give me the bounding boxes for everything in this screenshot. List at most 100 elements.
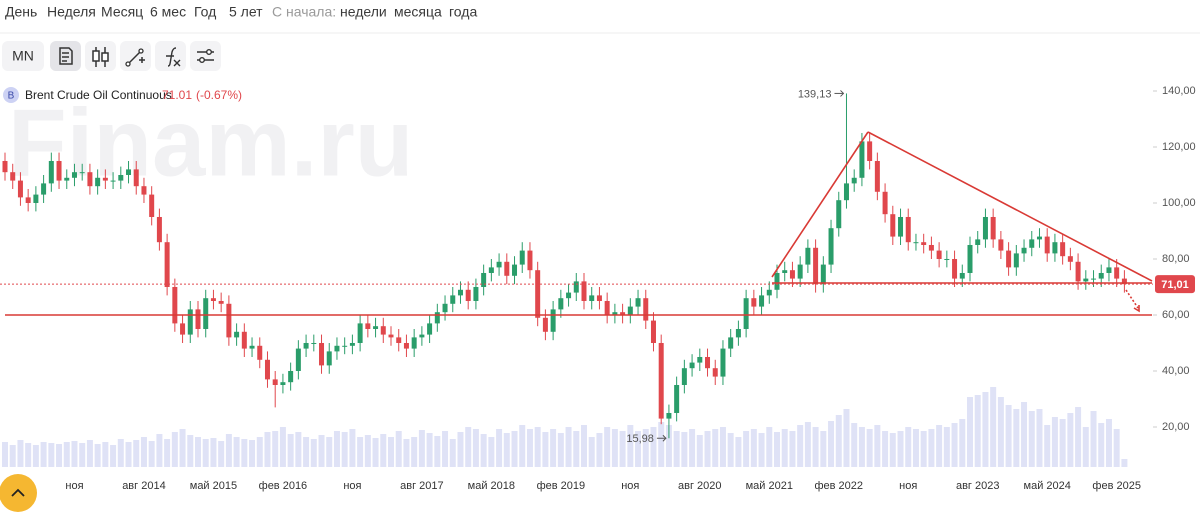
- candle-body: [1006, 250, 1012, 268]
- volume-bar: [48, 443, 55, 467]
- button-settings[interactable]: [190, 41, 221, 71]
- volume-bar: [287, 434, 294, 467]
- forecast-arrow: [1125, 289, 1139, 309]
- trend-line: [771, 131, 869, 278]
- volume-bar: [32, 445, 39, 467]
- candle-body: [365, 323, 371, 329]
- volume-bar: [40, 442, 47, 467]
- tab[interactable]: Год: [194, 4, 216, 20]
- volume-bar: [1113, 429, 1120, 467]
- candle-body: [126, 169, 132, 175]
- tab[interactable]: 6 мес: [150, 4, 186, 20]
- candle-body: [789, 270, 795, 279]
- candle-body: [1075, 261, 1081, 282]
- x-tick-label: авг 2023: [956, 480, 1000, 492]
- y-tick-label: 140,00: [1162, 85, 1196, 97]
- since-label: С начала:: [272, 4, 336, 20]
- volume-bar: [665, 425, 672, 467]
- candle-body: [118, 174, 124, 181]
- candle-body: [2, 160, 8, 173]
- tab[interactable]: года: [449, 4, 477, 20]
- volume-bar: [357, 437, 364, 467]
- volume-bar: [743, 431, 750, 467]
- volume-bar: [581, 425, 587, 467]
- candle-body: [936, 250, 942, 259]
- volume-bar: [164, 439, 171, 467]
- candle-body: [295, 348, 301, 371]
- volume-bar: [858, 427, 865, 467]
- volume-bar: [1028, 411, 1035, 467]
- tab[interactable]: месяца: [394, 4, 442, 20]
- volume-bar: [364, 435, 371, 467]
- candle-body: [110, 180, 116, 182]
- volume-bar: [472, 429, 479, 467]
- candle-body: [357, 323, 363, 343]
- volume-bar: [820, 431, 827, 467]
- candle-body: [1052, 242, 1058, 254]
- candle-body: [218, 300, 224, 304]
- candle-body: [650, 320, 656, 343]
- tab[interactable]: недели: [340, 4, 387, 20]
- candle-body: [921, 242, 927, 245]
- candle-body: [481, 272, 487, 287]
- tab[interactable]: Месяц: [101, 4, 143, 20]
- tab[interactable]: 5 лет: [229, 4, 263, 20]
- candle-body: [1083, 278, 1089, 282]
- volume-bar: [511, 431, 518, 467]
- candle-body: [1098, 272, 1104, 279]
- volume-bar: [195, 437, 201, 467]
- icon: [205, 49, 212, 56]
- icon: [125, 61, 131, 67]
- volume-bar: [1059, 419, 1066, 467]
- volume-bar: [681, 432, 688, 467]
- tab[interactable]: День: [5, 4, 37, 20]
- candle-body: [280, 382, 286, 385]
- volume-bar: [943, 427, 950, 467]
- candle-body: [434, 312, 440, 324]
- min-label: 15,98: [626, 433, 654, 445]
- candle-body: [457, 289, 463, 296]
- tab[interactable]: Неделя: [47, 4, 96, 20]
- candle-body: [820, 264, 826, 285]
- volume-bar: [712, 429, 719, 467]
- volume-bar: [642, 429, 649, 467]
- candle-body: [612, 312, 618, 315]
- candle-body: [805, 247, 811, 265]
- volume-bar: [480, 434, 487, 467]
- candle-body: [967, 244, 973, 273]
- volume-bar: [17, 440, 24, 467]
- candle-body: [56, 160, 62, 181]
- candle-body: [442, 303, 448, 313]
- volume-bar: [1090, 411, 1097, 467]
- legend-symbol-badge: [3, 87, 19, 103]
- volume-bar: [187, 435, 194, 467]
- volume-bar: [704, 431, 711, 467]
- last-price-badge: [1155, 275, 1195, 294]
- volume-bar: [380, 434, 387, 467]
- candle-body: [851, 177, 857, 184]
- volume-bar: [418, 430, 425, 467]
- volume-bar: [94, 444, 101, 467]
- button-notes[interactable]: [50, 41, 81, 71]
- x-tick-label: фев 2025: [1092, 480, 1141, 492]
- volume-bar: [866, 429, 873, 467]
- volume-bar: [56, 444, 63, 467]
- candle-body: [264, 359, 270, 380]
- scroll-top-button[interactable]: [0, 474, 37, 512]
- volume-bar: [333, 431, 340, 467]
- candle-body: [743, 298, 749, 329]
- volume-bar: [272, 431, 279, 467]
- button-candles[interactable]: [85, 41, 116, 71]
- symbol-button[interactable]: [2, 41, 44, 71]
- candle-body: [79, 172, 85, 174]
- x-tick-label: май 2015: [190, 480, 237, 492]
- candle-body: [681, 368, 687, 385]
- candle-body: [1114, 267, 1120, 279]
- x-tick-label: авг 2017: [400, 480, 444, 492]
- last-price-label: 71,01: [1161, 279, 1189, 291]
- volume-bar: [140, 437, 147, 467]
- candle-body: [982, 216, 988, 240]
- candle-body: [71, 172, 77, 178]
- y-tick-label: 100,00: [1162, 197, 1196, 209]
- candle-body: [874, 160, 880, 192]
